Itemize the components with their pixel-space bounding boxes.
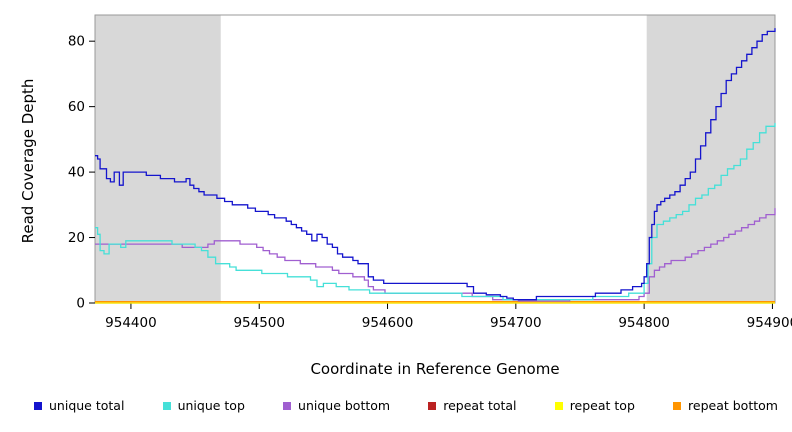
legend-label: unique total	[49, 398, 125, 413]
legend: unique total unique top unique bottom re…	[0, 398, 792, 413]
legend-item-unique-total: unique total	[34, 398, 124, 413]
legend-label: unique top	[177, 398, 245, 413]
y-tick-label: 40	[68, 165, 85, 181]
x-tick-label: 954600	[362, 315, 414, 331]
repeat-bottom-swatch-icon	[673, 401, 682, 410]
legend-label: unique bottom	[298, 398, 391, 413]
repeat-top-swatch-icon	[554, 401, 563, 410]
x-tick-label: 954700	[490, 315, 542, 331]
legend-item-repeat-top: repeat top	[554, 398, 635, 413]
y-tick-label: 60	[68, 99, 85, 115]
x-tick-label: 954500	[233, 315, 285, 331]
y-tick-label: 80	[68, 34, 85, 50]
x-tick-label: 954400	[105, 315, 157, 331]
legend-label: repeat top	[569, 398, 635, 413]
unique-bottom-swatch-icon	[283, 401, 292, 410]
legend-label: repeat total	[443, 398, 517, 413]
legend-item-unique-top: unique top	[162, 398, 245, 413]
y-tick-label: 20	[68, 230, 85, 246]
legend-item-repeat-total: repeat total	[428, 398, 517, 413]
unique-total-swatch-icon	[34, 401, 42, 410]
legend-item-unique-bottom: unique bottom	[283, 398, 390, 413]
repeat-region-shading	[646, 15, 775, 303]
y-axis-label: Read Coverage Depth	[19, 78, 37, 244]
legend-label: repeat bottom	[688, 398, 778, 413]
repeat-region-shading	[95, 15, 221, 303]
series-line-unique-top	[95, 123, 776, 301]
x-axis-label: Coordinate in Reference Genome	[310, 360, 560, 378]
y-tick-label: 0	[76, 296, 85, 312]
unique-top-swatch-icon	[162, 401, 171, 410]
repeat-total-swatch-icon	[428, 401, 437, 410]
series-line-unique-total	[95, 28, 776, 301]
legend-item-repeat-bottom: repeat bottom	[673, 398, 778, 413]
x-tick-label: 954800	[618, 315, 670, 331]
